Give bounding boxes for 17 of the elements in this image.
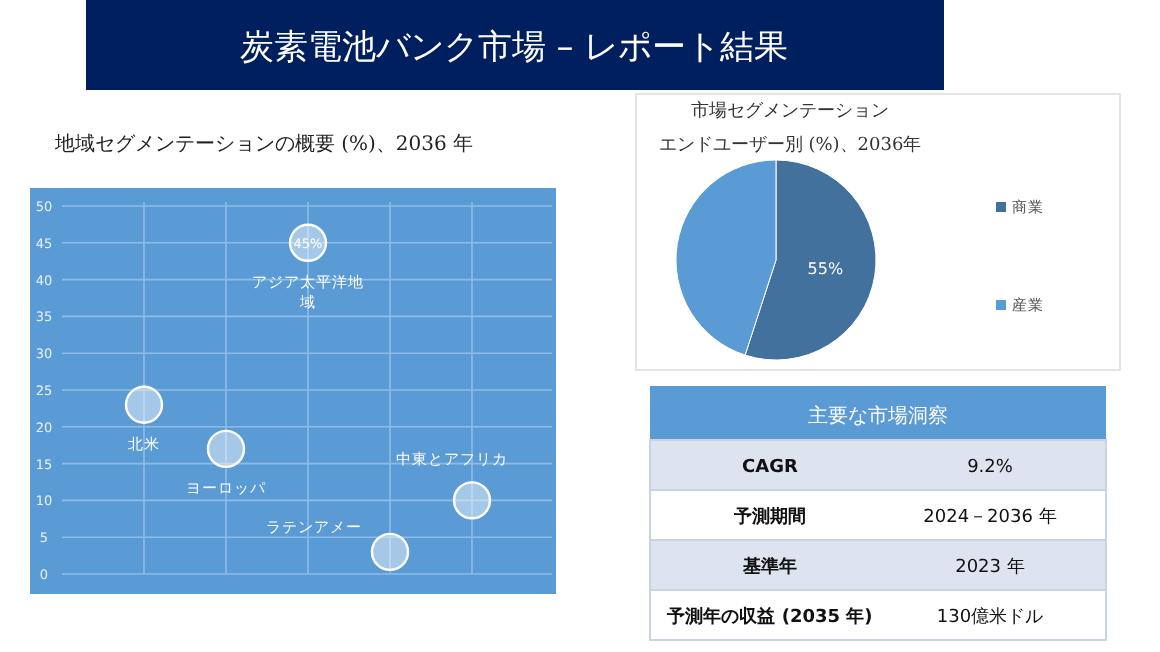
text: 2024－2036 年 <box>923 506 1057 528</box>
chart-title: 市場セグメンテーションエンドユーザー別 (%)、2036年 <box>658 100 922 156</box>
text: 主要な市場洞察 <box>808 404 948 428</box>
point <box>452 481 492 520</box>
text: 予測期間 <box>732 506 806 528</box>
data-label: 55% <box>807 259 844 278</box>
text: 9.2% <box>967 458 1014 478</box>
text: 130億米ドル <box>936 606 1044 628</box>
text: CAGR <box>742 458 799 478</box>
point <box>124 385 164 424</box>
text: 予測年の収益 (2035 年) <box>665 606 873 628</box>
text: 炭素電池バンク市場 – レポート結果 <box>239 28 789 68</box>
point <box>370 532 410 572</box>
point <box>206 429 246 469</box>
text: 2023 年 <box>955 556 1025 578</box>
chart-title: 地域セグメンテーションの概要 (%)、2036 年 <box>52 132 474 156</box>
text: 基準年 <box>741 556 797 578</box>
